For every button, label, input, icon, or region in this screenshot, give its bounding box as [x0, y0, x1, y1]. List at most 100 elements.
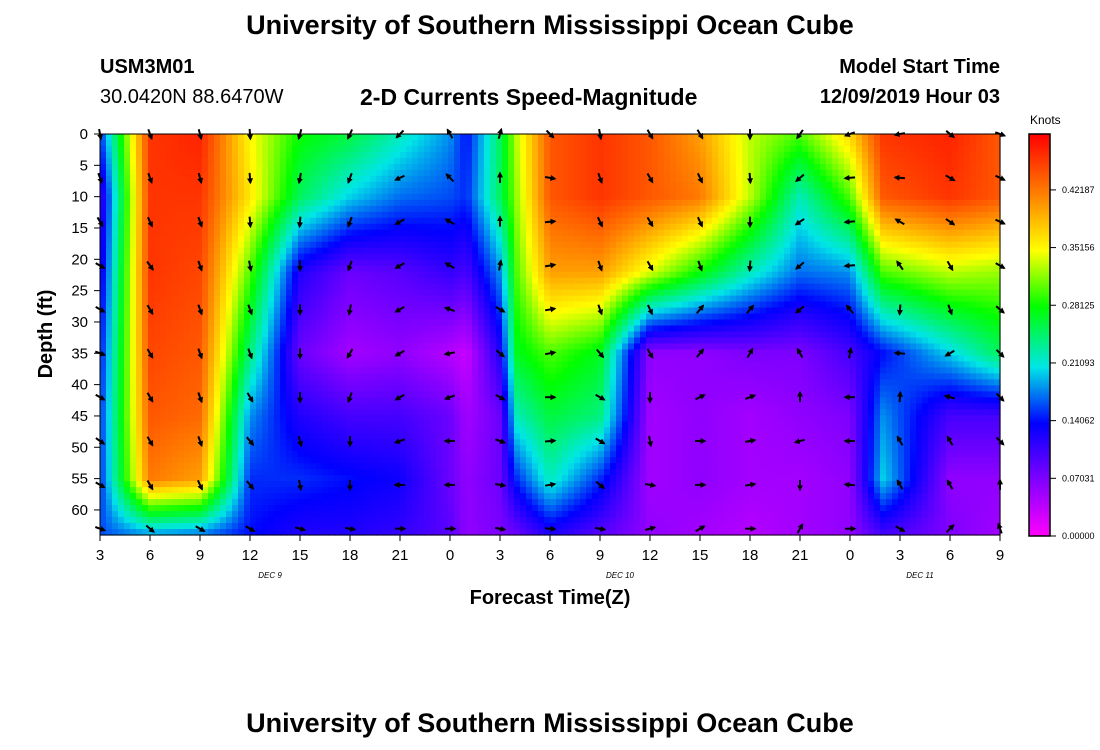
heatmap-cell [190, 259, 197, 267]
heatmap-cell [856, 289, 863, 297]
heatmap-cell [208, 253, 215, 261]
heatmap-cell [766, 139, 773, 147]
heatmap-cell [412, 319, 419, 327]
heatmap-cell [550, 313, 557, 321]
heatmap-cell [358, 265, 365, 273]
heatmap-cell [220, 307, 227, 315]
heatmap-cell [274, 295, 281, 303]
heatmap-cell [382, 199, 389, 207]
heatmap-cell [526, 145, 533, 153]
heatmap-cell [628, 265, 635, 273]
heatmap-cell [592, 181, 599, 189]
heatmap-cell [916, 301, 923, 309]
heatmap-cell [940, 157, 947, 165]
heatmap-cell [616, 223, 623, 231]
heatmap-cell [430, 313, 437, 321]
heatmap-cell [850, 187, 857, 195]
heatmap-cell [856, 307, 863, 315]
heatmap-cell [118, 283, 125, 291]
heatmap-cell [580, 283, 587, 291]
heatmap-cell [322, 217, 329, 225]
heatmap-cell [586, 181, 593, 189]
heatmap-cell [268, 139, 275, 147]
heatmap-cell [862, 253, 869, 261]
heatmap-cell [832, 151, 839, 159]
heatmap-cell [304, 163, 311, 171]
heatmap-cell [886, 313, 893, 321]
heatmap-cell [724, 283, 731, 291]
heatmap-cell [322, 295, 329, 303]
heatmap-cell [676, 295, 683, 303]
heatmap-cell [502, 169, 509, 177]
heatmap-cell [952, 283, 959, 291]
heatmap-cell [850, 205, 857, 213]
heatmap-cell [538, 241, 545, 249]
heatmap-cell [670, 175, 677, 183]
heatmap-cell [424, 145, 431, 153]
heatmap-cell [130, 319, 137, 327]
heatmap-cell [766, 145, 773, 153]
heatmap-cell [208, 289, 215, 297]
heatmap-cell [322, 175, 329, 183]
heatmap-cell [406, 151, 413, 159]
heatmap-cell [472, 307, 479, 315]
heatmap-cell [862, 247, 869, 255]
heatmap-cell [844, 151, 851, 159]
heatmap-cell [244, 187, 251, 195]
heatmap-cell [910, 205, 917, 213]
heatmap-cell [310, 157, 317, 165]
heatmap-cell [868, 259, 875, 267]
heatmap-cell [100, 241, 107, 249]
heatmap-cell [406, 307, 413, 315]
heatmap-cell [952, 163, 959, 171]
heatmap-cell [754, 229, 761, 237]
heatmap-cell [394, 169, 401, 177]
heatmap-cell [514, 169, 521, 177]
heatmap-cell [826, 223, 833, 231]
heatmap-cell [166, 181, 173, 189]
heatmap-cell [436, 139, 443, 147]
heatmap-cell [670, 283, 677, 291]
heatmap-cell [916, 199, 923, 207]
heatmap-cell [838, 247, 845, 255]
heatmap-cell [610, 229, 617, 237]
heatmap-cell [754, 241, 761, 249]
heatmap-cell [244, 169, 251, 177]
heatmap-cell [328, 235, 335, 243]
heatmap-cell [322, 277, 329, 285]
heatmap-cell [526, 265, 533, 273]
heatmap-cell [580, 223, 587, 231]
heatmap-cell [238, 265, 245, 273]
heatmap-cell [778, 145, 785, 153]
heatmap-cell [226, 139, 233, 147]
heatmap-cell [772, 157, 779, 165]
heatmap-cell [262, 217, 269, 225]
heatmap-cell [748, 169, 755, 177]
heatmap-cell [190, 199, 197, 207]
heatmap-cell [820, 253, 827, 261]
heatmap-cell [610, 199, 617, 207]
heatmap-cell [598, 163, 605, 171]
heatmap-cell [562, 181, 569, 189]
heatmap-cell [892, 325, 899, 333]
heatmap-cell [718, 319, 725, 327]
heatmap-cell [334, 283, 341, 291]
heatmap-cell [508, 277, 515, 285]
heatmap-cell [430, 301, 437, 309]
heatmap-cell [250, 319, 257, 327]
heatmap-cell [766, 295, 773, 303]
heatmap-cell [328, 313, 335, 321]
heatmap-cell [358, 199, 365, 207]
heatmap-cell [964, 163, 971, 171]
heatmap-cell [760, 241, 767, 249]
heatmap-cell [262, 259, 269, 267]
heatmap-cell [652, 229, 659, 237]
heatmap-cell [748, 319, 755, 327]
heatmap-cell [124, 187, 131, 195]
heatmap-cell [694, 145, 701, 153]
heatmap-cell [718, 187, 725, 195]
heatmap-cell [640, 325, 647, 333]
heatmap-cell [940, 319, 947, 327]
heatmap-cell [532, 229, 539, 237]
heatmap-cell [688, 259, 695, 267]
